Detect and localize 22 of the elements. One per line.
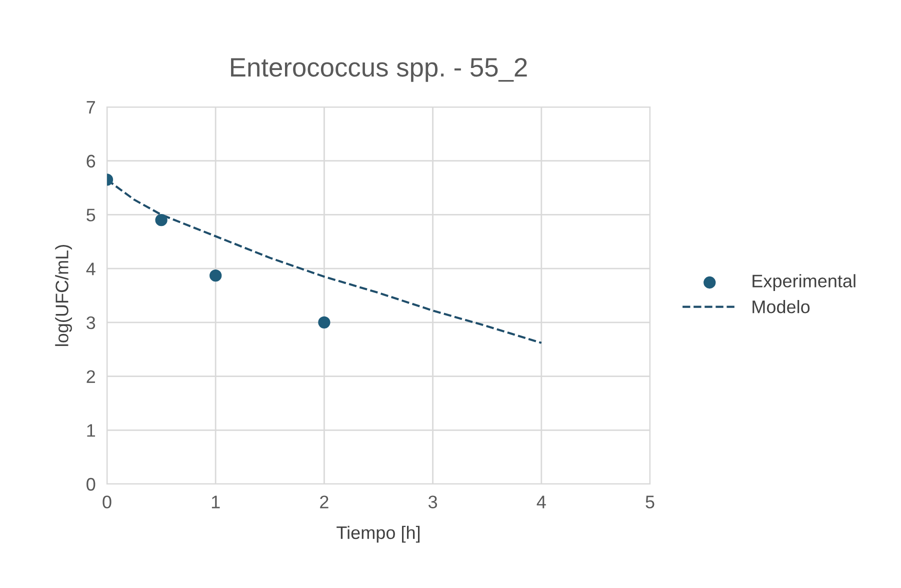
y-tick-label: 2 xyxy=(86,370,95,383)
y-tick-label: 4 xyxy=(86,262,96,276)
legend-label: Modelo xyxy=(752,300,810,314)
y-tick-label: 0 xyxy=(86,478,96,491)
x-tick-label: 3 xyxy=(428,496,438,508)
point xyxy=(318,316,330,329)
y-tick-label: 5 xyxy=(86,208,96,222)
y-tick-label: 1 xyxy=(87,424,96,437)
y-axis-title: log(UFC/mL) xyxy=(55,244,72,346)
x-tick-label: 4 xyxy=(536,496,546,508)
legend-label: Experimental xyxy=(752,274,856,291)
x-tick-label: 5 xyxy=(646,496,654,508)
y-tick-label: 6 xyxy=(86,154,96,168)
point xyxy=(155,214,168,226)
chart-title: Enterococcus spp. - 55_2 xyxy=(231,58,527,82)
x-axis-title: Tiempo [h] xyxy=(336,526,420,543)
y-tick-label: 3 xyxy=(86,316,96,330)
x-tick-label: 2 xyxy=(320,496,328,508)
y-tick-label: 7 xyxy=(86,101,95,114)
x-tick-label: 1 xyxy=(212,496,220,508)
point xyxy=(210,270,222,282)
x-tick-label: 0 xyxy=(102,496,112,508)
